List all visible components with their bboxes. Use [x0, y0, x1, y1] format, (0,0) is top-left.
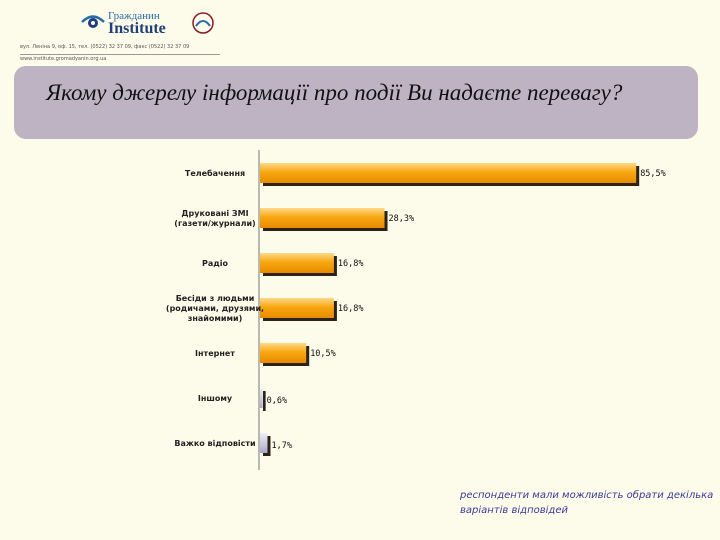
eye-logo-icon: [81, 15, 105, 28]
category-label: Важко відповісти: [174, 438, 255, 448]
value-label: 85,5%: [640, 169, 666, 179]
chart-title: Якому джерелу інформації про події Ви на…: [46, 80, 623, 105]
category-label: Інтернет: [195, 349, 235, 358]
category-label: (газети/журнали): [174, 219, 255, 228]
category-label: знайомими): [188, 314, 243, 323]
title-panel: Якому джерелу інформації про події Ви на…: [14, 66, 698, 139]
value-label: 28,3%: [389, 214, 415, 224]
value-label: 10,5%: [310, 349, 336, 359]
bar-chart: 85,5% Телебачення 28,3% Друковані ЗМІ(газет…: [166, 150, 666, 470]
header-divider: [20, 54, 220, 55]
category-label: Бесіди з людьми: [176, 293, 255, 303]
category-label: Іншому: [198, 394, 233, 403]
bar: [260, 163, 637, 183]
bar: [260, 298, 334, 318]
category-label: (родичами, друзями,: [166, 304, 264, 313]
bar-shadow: [263, 391, 266, 411]
value-label: 0,6%: [267, 396, 287, 406]
category-label: Друковані ЗМІ: [181, 208, 248, 218]
address-line-1: вул. Леніна 9, оф. 15, тел. (0522) 32 37…: [20, 44, 190, 50]
category-label: Радіо: [202, 258, 228, 268]
logo-text-main: Institute: [108, 20, 166, 37]
header: Гражданин Institute вул. Леніна 9, оф. 1…: [0, 0, 720, 66]
bar: [260, 208, 385, 228]
bar: [260, 343, 307, 363]
value-label: 16,8%: [338, 304, 364, 314]
logo-text-top: Гражданин: [108, 10, 160, 22]
value-label: 16,8%: [338, 259, 364, 269]
value-label: 1,7%: [271, 441, 291, 451]
category-label: Телебачення: [185, 168, 245, 178]
bar: [260, 253, 334, 273]
partner-logo-icon: [192, 12, 214, 34]
address-line-2: www.institute.gromadyanin.org.ua: [20, 56, 107, 62]
bar: [260, 433, 268, 453]
footnote: респонденти мали можливість обрати декіл…: [460, 490, 714, 516]
bar: [260, 388, 263, 408]
